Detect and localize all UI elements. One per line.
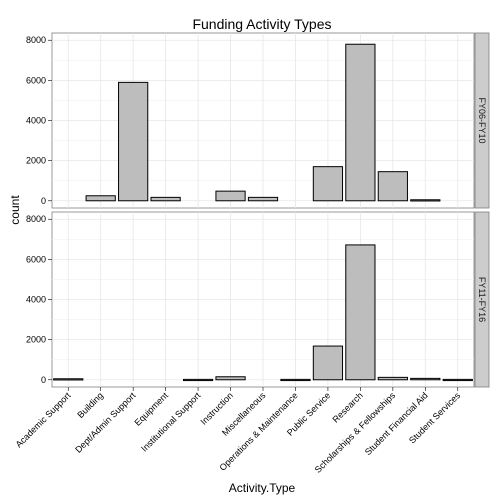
facet-strip bbox=[474, 32, 490, 209]
y-tick-label: 6000 bbox=[26, 75, 46, 85]
facet-panel: 0 2000 4000 6000 8000 FY06-FY10 bbox=[26, 32, 490, 209]
x-tick-label: Institutional Support bbox=[139, 390, 203, 454]
facet-panels: 0 2000 4000 6000 8000 FY06-FY10 0 2000 4000 6000 8… bbox=[26, 32, 490, 388]
facet-strip bbox=[474, 211, 490, 388]
y-tick-label: 8000 bbox=[26, 214, 46, 224]
bar bbox=[215, 190, 246, 202]
bar bbox=[312, 345, 344, 381]
x-axis-title: Activity.Type bbox=[229, 481, 296, 495]
bar bbox=[410, 199, 441, 202]
facet-strip-label: FY06-FY10 bbox=[477, 97, 487, 143]
x-tick-label: Building bbox=[75, 390, 105, 420]
bar bbox=[377, 171, 408, 202]
x-tick-label: Student Financial Aid bbox=[363, 390, 430, 457]
y-tick-label: 2000 bbox=[26, 335, 46, 345]
bar bbox=[118, 81, 149, 202]
bar bbox=[85, 195, 116, 202]
bar bbox=[280, 378, 311, 382]
chart-title: Funding Activity Types bbox=[192, 16, 331, 32]
bar bbox=[182, 378, 214, 382]
x-tick-label: Academic Support bbox=[14, 390, 73, 449]
bar bbox=[377, 376, 408, 381]
bar bbox=[247, 196, 279, 202]
bar bbox=[345, 43, 376, 202]
bar bbox=[312, 166, 344, 202]
bar bbox=[215, 376, 246, 381]
bar bbox=[410, 377, 441, 381]
y-tick-label: 0 bbox=[41, 196, 46, 206]
y-tick-label: 4000 bbox=[26, 295, 46, 305]
y-tick-label: 8000 bbox=[26, 35, 46, 45]
bar bbox=[53, 378, 84, 381]
bar bbox=[442, 378, 473, 382]
y-tick-label: 4000 bbox=[26, 116, 46, 126]
x-tick-label: Dept/Admin Support bbox=[73, 390, 138, 455]
facet-strip-label: FY11-FY16 bbox=[477, 277, 487, 322]
bar bbox=[150, 196, 181, 202]
facet-panel: 0 2000 4000 6000 8000 FY11-FY16 bbox=[26, 211, 490, 388]
y-axis-title: count bbox=[8, 195, 22, 225]
bar bbox=[345, 244, 376, 381]
y-tick-label: 6000 bbox=[26, 254, 46, 264]
y-tick-label: 0 bbox=[41, 375, 46, 385]
y-tick-label: 2000 bbox=[26, 156, 46, 166]
